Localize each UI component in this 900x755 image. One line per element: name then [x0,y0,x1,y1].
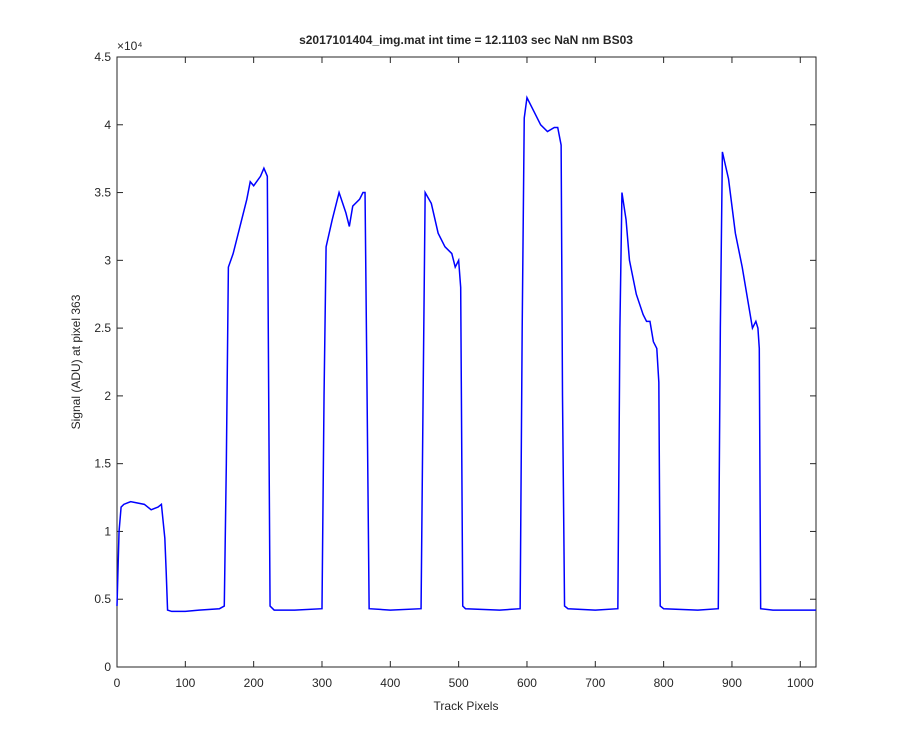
x-tick-label: 200 [244,676,264,690]
y-tick-label: 3 [104,253,111,267]
y-tick-label: 0 [104,660,111,674]
x-tick-label: 700 [585,676,605,690]
y-tick-label: 3.5 [94,186,111,200]
x-tick-label: 100 [175,676,195,690]
plot-frame [116,56,817,668]
y-tick-label: 2.5 [94,321,111,335]
y-tick-label: 1.5 [94,457,111,471]
x-tick-label: 300 [312,676,332,690]
x-tick-label: 400 [380,676,400,690]
x-tick-label: 500 [449,676,469,690]
y-axis-label: Signal (ADU) at pixel 363 [69,294,83,429]
y-exponent-label: ×10⁴ [117,39,143,53]
x-tick-label: 800 [654,676,674,690]
x-axis-label: Track Pixels [434,699,499,713]
chart-title: s2017101404_img.mat int time = 12.1103 s… [299,33,633,47]
x-tick-label: 1000 [787,676,814,690]
data-line [116,95,816,613]
x-tick-label: 600 [517,676,537,690]
y-tick-label: 4.5 [94,50,111,64]
y-tick-label: 1 [104,524,111,538]
y-tick-label: 2 [104,389,111,403]
x-tick-label: 900 [722,676,742,690]
y-tick-label: 0.5 [94,592,111,606]
y-tick-label: 4 [104,118,111,132]
x-tick-label: 0 [114,676,121,690]
